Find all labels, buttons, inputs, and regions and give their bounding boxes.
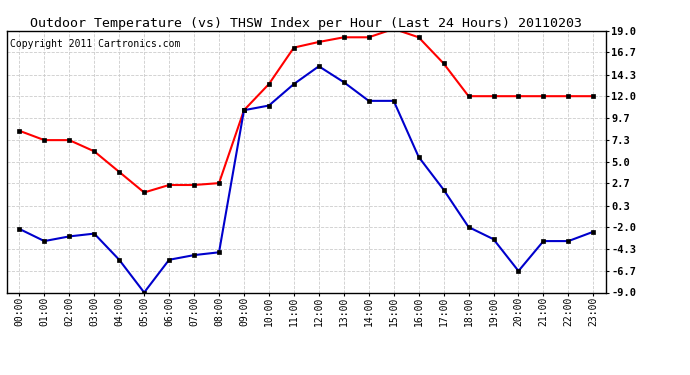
Title: Outdoor Temperature (vs) THSW Index per Hour (Last 24 Hours) 20110203: Outdoor Temperature (vs) THSW Index per … (30, 16, 582, 30)
Text: Copyright 2011 Cartronics.com: Copyright 2011 Cartronics.com (10, 39, 180, 49)
